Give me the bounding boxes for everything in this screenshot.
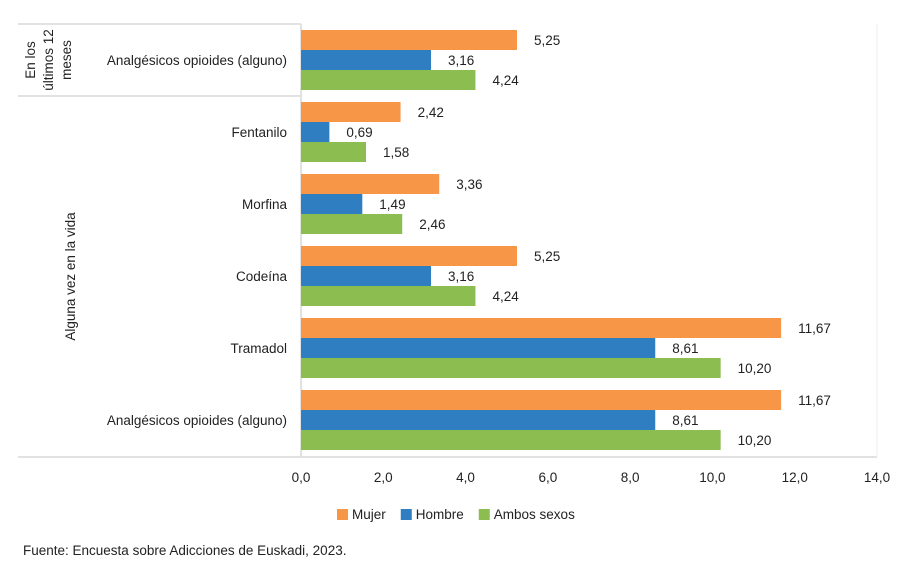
x-tick-label: 0,0 (292, 470, 311, 485)
x-tick-label: 2,0 (374, 470, 393, 485)
data-label: 1,58 (383, 145, 409, 160)
legend-label: Ambos sexos (494, 507, 575, 522)
bar-mujer (301, 246, 517, 266)
source-note: Fuente: Encuesta sobre Adicciones de Eus… (23, 543, 347, 558)
category-label: Morfina (242, 197, 288, 212)
bar-hombre (301, 266, 432, 286)
group-label: últimos 12 (41, 29, 56, 91)
data-label: 4,24 (492, 73, 519, 88)
legend-label: Hombre (416, 507, 464, 522)
bar-ambos-sexos (301, 214, 403, 234)
data-label: 11,67 (798, 321, 831, 336)
group-label: meses (59, 40, 74, 80)
bar-mujer (301, 174, 440, 194)
legend-swatch (400, 509, 412, 520)
x-tick-label: 12,0 (782, 470, 808, 485)
data-label: 0,69 (346, 125, 372, 140)
bar-ambos-sexos (301, 358, 721, 378)
bar-ambos-sexos (301, 142, 367, 162)
data-label: 4,24 (492, 289, 519, 304)
data-label: 5,25 (534, 33, 560, 48)
group-label: Alguna vez en la vida (63, 212, 78, 341)
data-label: 3,16 (448, 269, 474, 284)
x-tick-label: 10,0 (699, 470, 725, 485)
bar-mujer (301, 390, 782, 410)
bar-hombre (301, 50, 432, 70)
data-label: 8,61 (672, 341, 698, 356)
x-tick-label: 14,0 (864, 470, 890, 485)
category-label: Codeína (236, 269, 288, 284)
data-label: 5,25 (534, 249, 560, 264)
bar-ambos-sexos (301, 430, 721, 450)
bar-hombre (301, 122, 330, 142)
bar-mujer (301, 318, 782, 338)
data-label: 1,49 (379, 197, 405, 212)
bar-hombre (301, 194, 363, 214)
data-label: 3,16 (448, 53, 474, 68)
category-label: Tramadol (230, 341, 287, 356)
bar-mujer (301, 102, 401, 122)
bar-chart: Analgésicos opioides (alguno) 5,25 3,16 4,2… (18, 23, 890, 522)
data-label: 3,36 (456, 177, 482, 192)
data-label: 10,20 (738, 361, 772, 376)
data-label: 10,20 (738, 433, 772, 448)
legend-swatch (478, 509, 490, 520)
legend-label: Mujer (352, 507, 386, 522)
x-tick-label: 6,0 (538, 470, 557, 485)
data-label: 2,46 (419, 217, 445, 232)
bar-hombre (301, 410, 656, 430)
data-label: 11,67 (798, 393, 831, 408)
category-label: Analgésicos opioides (alguno) (107, 413, 287, 428)
x-tick-label: 4,0 (456, 470, 475, 485)
legend-swatch (337, 509, 348, 520)
data-label: 2,42 (418, 105, 444, 120)
bar-ambos-sexos (301, 286, 476, 306)
bar-mujer (301, 30, 517, 50)
bar-hombre (301, 338, 656, 358)
category-label: Analgésicos opioides (alguno) (107, 53, 287, 68)
group-label: En los (23, 41, 38, 79)
bar-ambos-sexos (301, 70, 476, 90)
x-tick-label: 8,0 (621, 470, 640, 485)
category-label: Fentanilo (231, 125, 287, 140)
data-label: 8,61 (672, 413, 698, 428)
